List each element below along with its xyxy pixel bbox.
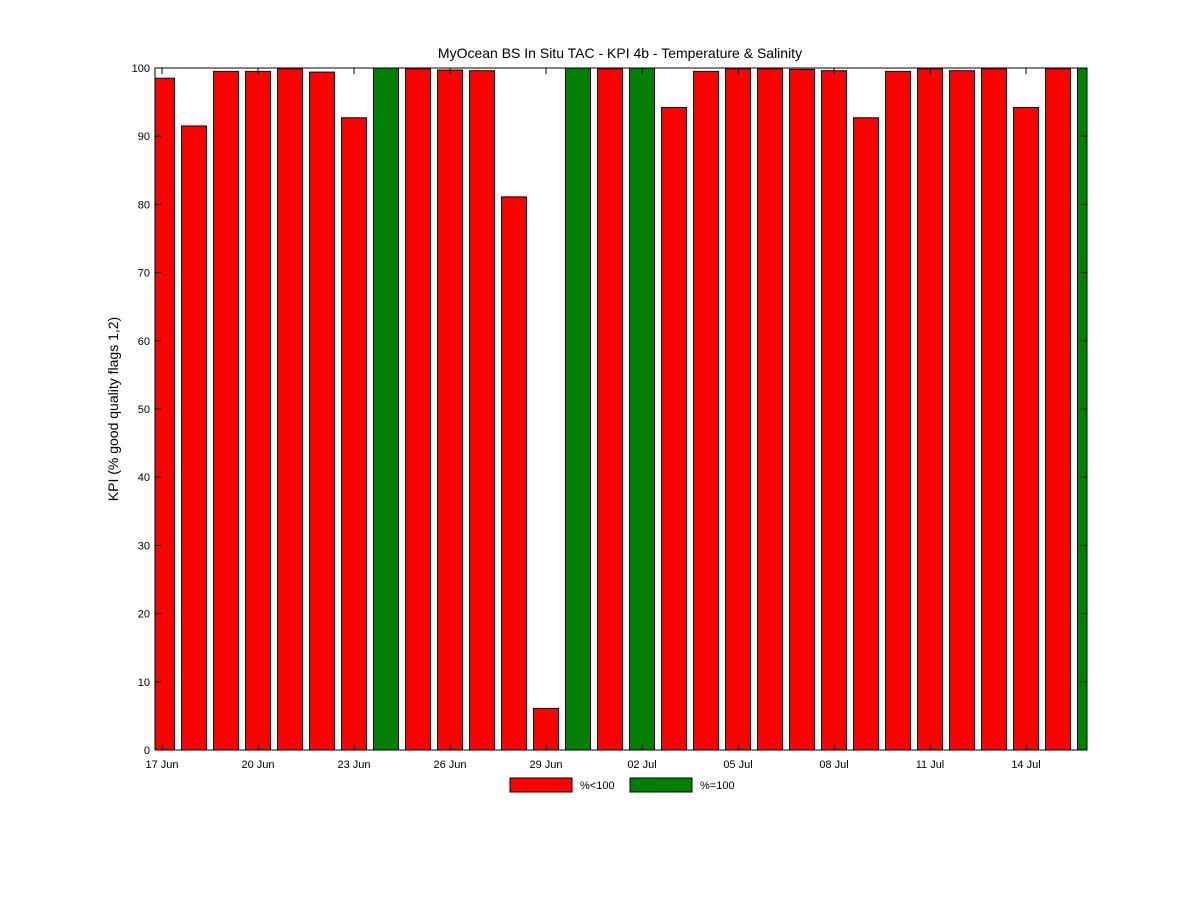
bar-16	[661, 107, 687, 751]
y-tick-label-4: 40	[138, 472, 150, 484]
y-tick-label-3: 30	[138, 540, 150, 552]
x-tick-label-9: 14 Jul	[1011, 759, 1040, 771]
x-tick-label-6: 05 Jul	[723, 759, 752, 771]
plot-area-frame	[154, 67, 1088, 751]
bar-24	[917, 68, 943, 751]
y-tick-label-1: 10	[138, 677, 150, 689]
y-axis-ticks: 0 10 20 30 40 50 60 70 80 90 100	[132, 63, 1087, 757]
x-tick-label-1: 20 Jun	[241, 759, 274, 771]
bar-22	[853, 117, 879, 751]
bar-13	[565, 67, 591, 751]
x-tick-label-8: 11 Jul	[916, 759, 945, 771]
y-tick-label-5: 50	[138, 404, 150, 416]
y-tick-label-8: 80	[138, 199, 150, 211]
bar-8	[405, 68, 431, 751]
bar-27	[1013, 107, 1039, 751]
bar-28	[1045, 68, 1071, 751]
x-tick-label-7: 08 Jul	[819, 759, 848, 771]
bar-21	[821, 70, 847, 751]
y-tick-label-2: 20	[138, 609, 150, 621]
bar-18	[725, 68, 751, 751]
y-axis-label: KPI (% good quality flags 1,2)	[105, 317, 121, 501]
bar-9	[437, 69, 463, 751]
legend-swatch-equal-100	[629, 777, 693, 793]
bar-4	[277, 68, 303, 751]
x-tick-label-4: 29 Jun	[529, 759, 562, 771]
y-tick-label-7: 70	[138, 268, 150, 280]
bar-15	[629, 67, 655, 751]
bars-group	[154, 67, 1088, 751]
bar-26	[981, 68, 1007, 751]
bar-1	[181, 125, 207, 751]
legend-swatch-below-100	[509, 777, 573, 793]
x-tick-label-5: 02 Jul	[627, 759, 656, 771]
bar-2	[213, 70, 239, 751]
y-tick-label-0: 0	[144, 745, 150, 757]
chart-title: MyOcean BS In Situ TAC - KPI 4b - Temper…	[438, 45, 802, 61]
bar-19	[757, 68, 783, 751]
bar-6	[341, 117, 367, 751]
x-tick-label-0: 17 Jun	[145, 759, 178, 771]
legend: %<100 %=100	[509, 777, 735, 793]
legend-label-equal-100: %=100	[700, 780, 735, 792]
bar-10	[469, 70, 495, 751]
bar-11	[501, 196, 527, 751]
bar-20	[789, 68, 815, 751]
y-tick-label-6: 60	[138, 336, 150, 348]
bar-3	[245, 70, 271, 751]
legend-label-below-100: %<100	[580, 780, 615, 792]
bar-17	[693, 70, 719, 751]
y-tick-label-10: 100	[132, 63, 150, 75]
bar-0	[154, 77, 175, 751]
x-tick-label-2: 23 Jun	[337, 759, 370, 771]
bar-25	[949, 70, 975, 751]
x-tick-label-3: 26 Jun	[433, 759, 466, 771]
bar-14	[597, 68, 623, 751]
bar-12	[533, 707, 559, 751]
x-axis-ticks: 17 Jun 20 Jun 23 Jun 26 Jun 29 Jun 02 Jul 05 J…	[145, 68, 1041, 771]
bar-5	[309, 71, 335, 751]
y-tick-label-9: 90	[138, 131, 150, 143]
bar-7	[373, 67, 399, 751]
bar-23	[885, 70, 911, 751]
